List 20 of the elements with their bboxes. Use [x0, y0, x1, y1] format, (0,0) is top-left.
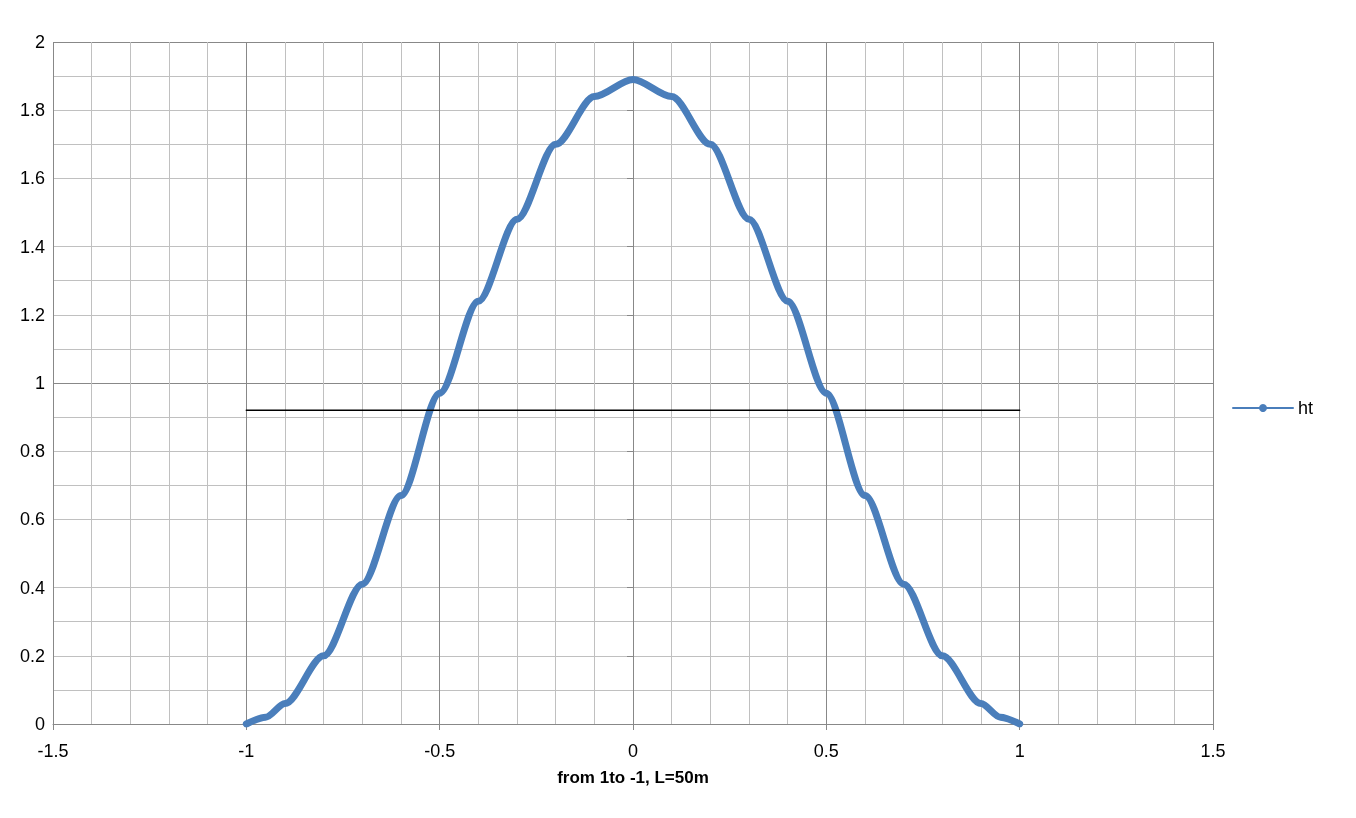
y-tick-label: 0.2	[19, 645, 45, 666]
x-tick-label: -1.5	[37, 741, 69, 761]
y-tick-label: 1.8	[19, 100, 45, 121]
y-tick-label: 1	[34, 373, 45, 393]
legend-label: ht	[1297, 398, 1313, 418]
x-tick-label: 1.5	[1200, 741, 1226, 761]
x-axis-title: from 1to -1, L=50m	[557, 768, 709, 787]
y-tick-label: 0.8	[19, 441, 45, 462]
y-tick-label: 0.6	[19, 509, 45, 530]
y-tick-label: 1.4	[19, 236, 45, 257]
x-tick-label: 1	[1014, 741, 1025, 761]
x-tick-label: -0.5	[424, 741, 456, 761]
x-tick-label: 0	[627, 741, 639, 761]
y-tick-label: 0.4	[19, 577, 45, 598]
x-tick-label: -1	[238, 741, 255, 761]
y-tick-label: 2	[34, 32, 45, 52]
y-tick-label: 1.2	[19, 304, 45, 325]
y-tick-label: 1.6	[19, 168, 45, 189]
y-tick-label: 0	[34, 714, 45, 734]
x-tick-label: 0.5	[813, 741, 839, 761]
